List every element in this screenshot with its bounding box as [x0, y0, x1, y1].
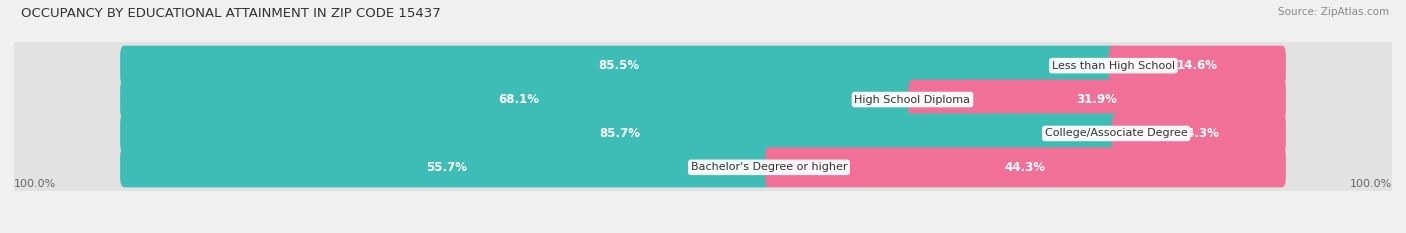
FancyBboxPatch shape: [120, 46, 1118, 86]
Text: Source: ZipAtlas.com: Source: ZipAtlas.com: [1278, 7, 1389, 17]
Text: 44.3%: 44.3%: [1005, 161, 1046, 174]
FancyBboxPatch shape: [7, 106, 1399, 161]
Text: 85.5%: 85.5%: [599, 59, 640, 72]
FancyBboxPatch shape: [1108, 46, 1286, 86]
Text: 100.0%: 100.0%: [14, 179, 56, 189]
FancyBboxPatch shape: [765, 147, 1286, 187]
FancyBboxPatch shape: [908, 79, 1286, 120]
Text: High School Diploma: High School Diploma: [855, 95, 970, 105]
FancyBboxPatch shape: [7, 140, 1399, 195]
Text: 14.6%: 14.6%: [1177, 59, 1218, 72]
Text: 31.9%: 31.9%: [1077, 93, 1118, 106]
Text: 68.1%: 68.1%: [498, 93, 538, 106]
Text: 14.3%: 14.3%: [1178, 127, 1219, 140]
FancyBboxPatch shape: [120, 113, 1121, 154]
FancyBboxPatch shape: [7, 72, 1399, 127]
FancyBboxPatch shape: [120, 79, 917, 120]
Text: 100.0%: 100.0%: [1350, 179, 1392, 189]
Text: Less than High School: Less than High School: [1052, 61, 1175, 71]
Text: OCCUPANCY BY EDUCATIONAL ATTAINMENT IN ZIP CODE 15437: OCCUPANCY BY EDUCATIONAL ATTAINMENT IN Z…: [21, 7, 441, 20]
Text: Bachelor's Degree or higher: Bachelor's Degree or higher: [690, 162, 848, 172]
FancyBboxPatch shape: [1112, 113, 1286, 154]
FancyBboxPatch shape: [7, 38, 1399, 93]
Text: 55.7%: 55.7%: [426, 161, 467, 174]
Text: College/Associate Degree: College/Associate Degree: [1045, 128, 1188, 138]
FancyBboxPatch shape: [120, 147, 773, 187]
Text: 85.7%: 85.7%: [600, 127, 641, 140]
